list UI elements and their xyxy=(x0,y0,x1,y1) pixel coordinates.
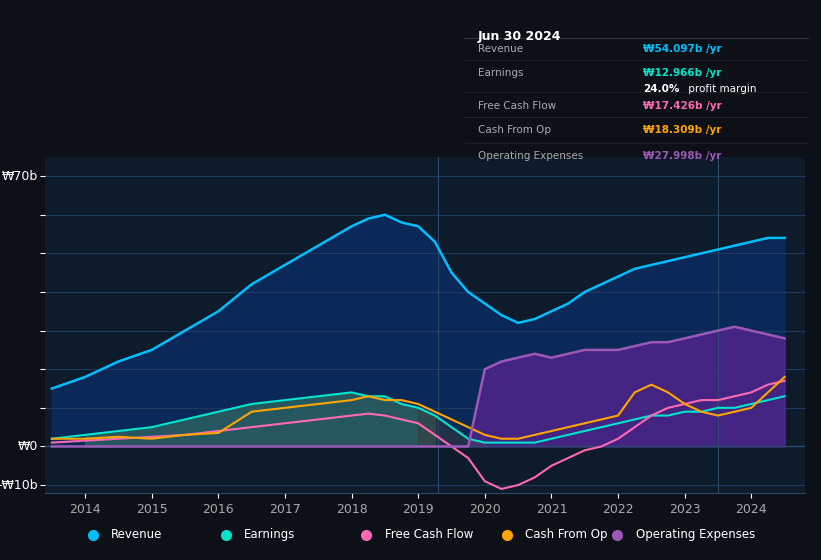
Text: profit margin: profit margin xyxy=(685,83,756,94)
Text: -₩10b: -₩10b xyxy=(0,479,38,492)
Text: Jun 30 2024: Jun 30 2024 xyxy=(478,30,562,43)
Text: ₩12.966b /yr: ₩12.966b /yr xyxy=(643,68,722,78)
Text: Free Cash Flow: Free Cash Flow xyxy=(478,101,556,111)
Text: ₩18.309b /yr: ₩18.309b /yr xyxy=(643,125,722,135)
Text: Revenue: Revenue xyxy=(478,44,523,54)
Text: Earnings: Earnings xyxy=(245,528,296,542)
Text: Cash From Op: Cash From Op xyxy=(525,528,608,542)
Text: ₩27.998b /yr: ₩27.998b /yr xyxy=(643,151,722,161)
Text: Operating Expenses: Operating Expenses xyxy=(478,151,583,161)
Text: ₩70b: ₩70b xyxy=(2,170,38,183)
Text: ₩17.426b /yr: ₩17.426b /yr xyxy=(643,101,722,111)
Text: ₩0: ₩0 xyxy=(17,440,38,453)
Text: Free Cash Flow: Free Cash Flow xyxy=(385,528,473,542)
Text: Revenue: Revenue xyxy=(112,528,163,542)
Text: Operating Expenses: Operating Expenses xyxy=(636,528,755,542)
Text: ₩54.097b /yr: ₩54.097b /yr xyxy=(643,44,722,54)
Text: Cash From Op: Cash From Op xyxy=(478,125,551,135)
Text: 24.0%: 24.0% xyxy=(643,83,680,94)
Text: Earnings: Earnings xyxy=(478,68,523,78)
